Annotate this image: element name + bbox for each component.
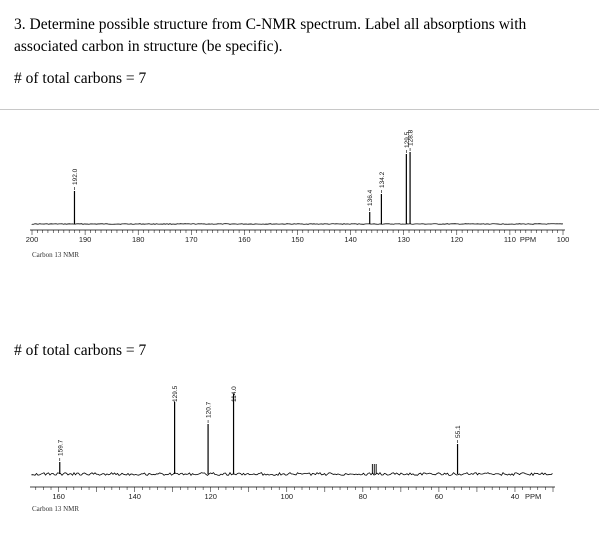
tick-label-170: 170	[185, 235, 198, 244]
tick-label-130: 130	[397, 235, 410, 244]
tick-label-120: 120	[204, 492, 217, 501]
tick-label-110: 110	[504, 235, 516, 244]
nmr-spectrum-2: 159.7 129.5 120.7 114.0 55.1 160 140 120 100 80 60…	[30, 385, 555, 513]
tick-label-120: 120	[451, 235, 464, 244]
total-carbons-heading-2: # of total carbons = 7	[14, 342, 147, 359]
tick-label-80: 80	[359, 492, 367, 501]
x-axis-unit-label: PPM	[520, 235, 536, 244]
spectrum-plot-2: 159.7 129.5 120.7 114.0 55.1 160 140 120 100 80 60…	[30, 385, 555, 513]
peak-label-136.4: 136.4	[367, 189, 374, 206]
spectrum-caption: Carbon 13 NMR	[32, 505, 79, 513]
peak-label-159.7: 159.7	[57, 439, 64, 456]
tick-label-200: 200	[26, 235, 39, 244]
peak-label-114.0: 114.0	[231, 386, 238, 402]
tick-label-150: 150	[291, 235, 304, 244]
tick-label-100: 100	[281, 492, 294, 501]
tick-label-190: 190	[79, 235, 92, 244]
tick-label-180: 180	[132, 235, 145, 244]
x-axis-unit-label: PPM	[525, 492, 541, 501]
tick-label-100: 100	[557, 235, 570, 244]
tick-label-40: 40	[511, 492, 519, 501]
peak-label-55.1: 55.1	[455, 425, 462, 438]
tick-label-160: 160	[238, 235, 251, 244]
peak-label-129.5: 129.5	[404, 131, 411, 148]
peak-label-134.2: 134.2	[379, 171, 386, 188]
peak-label-192.0: 192.0	[72, 168, 79, 185]
spectrum-baseline	[31, 471, 553, 477]
question-text: 3. Determine possible structure from C-N…	[14, 16, 527, 55]
spectrum-caption: Carbon 13 NMR	[32, 251, 79, 259]
peak-label-120.7: 120.7	[206, 401, 213, 418]
section-divider	[0, 109, 599, 110]
peak-label-129.5: 129.5	[172, 385, 179, 402]
tick-label-140: 140	[344, 235, 357, 244]
tick-label-140: 140	[128, 492, 141, 501]
total-carbons-heading-1: # of total carbons = 7	[14, 70, 147, 87]
spectrum-baseline	[31, 223, 564, 225]
tick-label-160: 160	[52, 492, 65, 501]
tick-label-60: 60	[435, 492, 443, 501]
peak-label-128.8: 128.8	[408, 129, 415, 146]
